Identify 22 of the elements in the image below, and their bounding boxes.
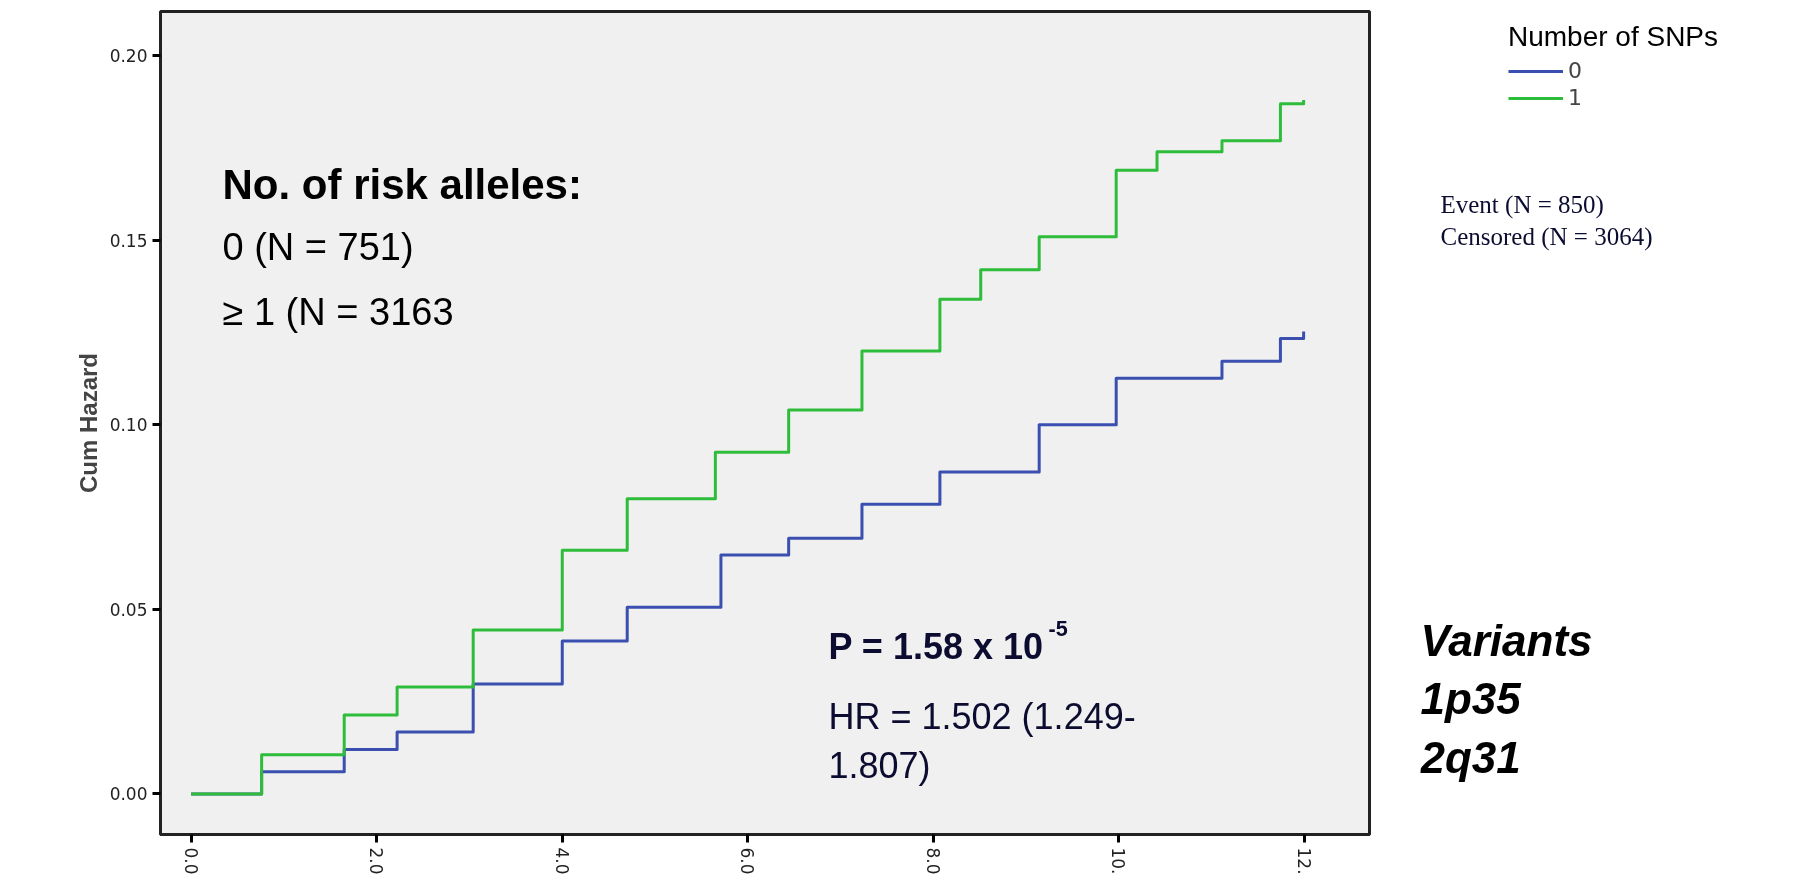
text: Event (N = 850) Censored (N = 3064) (1440, 190, 1653, 251)
legend-label: 0 (1567, 58, 1583, 83)
x-tick-label: 0.0 (180, 847, 201, 875)
y-tick-label: 0.20 (109, 46, 148, 67)
x-tick-label: 12. (1294, 847, 1315, 875)
legend-title: Number of SNPs (1507, 21, 1719, 53)
x-tick-label: 2.0 (366, 847, 387, 875)
x-tick-label: 8.0 (922, 847, 943, 875)
x-tick-label: 10. (1108, 847, 1129, 875)
y-tick-label: 0.05 (109, 599, 148, 620)
y-axis-title: Cum Hazard (74, 352, 102, 494)
legend-label: 1 (1567, 85, 1583, 110)
annotation: 0 (N = 751) (222, 225, 414, 268)
x-tick-label: 4.0 (551, 847, 572, 875)
y-tick-label: 0.15 (109, 230, 148, 251)
y-tick-label: 0.00 (109, 784, 148, 805)
annotation: HR = 1.502 (1.249- 1.807) (828, 695, 1136, 786)
annotation: No. of risk alleles: (222, 160, 582, 208)
y-tick-label: 0.10 (109, 415, 148, 436)
x-tick-label: 6.0 (737, 847, 758, 875)
text: Variants 1p35 2q31 (1419, 615, 1593, 783)
annotation: ≥ 1 (N = 3163 (222, 290, 454, 333)
